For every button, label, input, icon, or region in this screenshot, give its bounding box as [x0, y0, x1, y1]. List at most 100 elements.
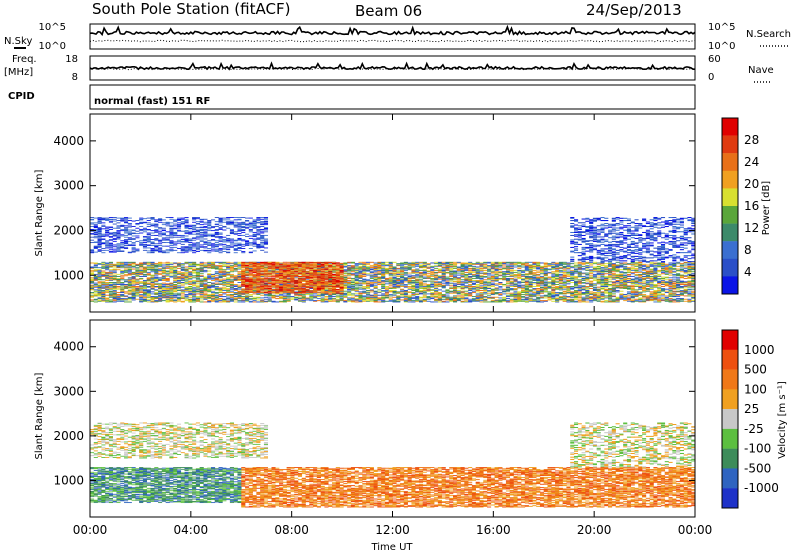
power-cell: [131, 296, 136, 298]
power-cell: [169, 276, 174, 278]
power-cell: [570, 271, 575, 273]
power-cell: [161, 296, 166, 298]
power-cell: [396, 295, 401, 297]
power-cell: [528, 277, 533, 279]
power-cell: [139, 287, 144, 289]
power-cell: [505, 273, 511, 275]
power-cell: [146, 265, 151, 267]
power-cell: [490, 271, 495, 273]
power-cell: [226, 267, 231, 269]
power-cell: [381, 269, 386, 271]
power-cell: [479, 298, 484, 300]
power-cell: [456, 278, 461, 280]
power-cell: [505, 277, 511, 279]
power-cell: [135, 272, 140, 274]
power-cell: [536, 264, 541, 266]
power-cell: [105, 297, 110, 299]
power-cell: [124, 263, 129, 265]
power-cell: [513, 279, 518, 281]
cpid-label: CPID: [8, 91, 35, 102]
power-cell: [354, 280, 359, 282]
power-cell: [381, 300, 386, 302]
power-cell: [479, 292, 484, 294]
power-cell: [97, 277, 102, 279]
power-cell: [150, 298, 155, 300]
power-cell: [377, 299, 382, 301]
power-cell: [263, 298, 269, 300]
power-cell: [237, 273, 242, 275]
power-cell: [226, 292, 231, 294]
power-cell: [229, 290, 234, 292]
power-cell: [305, 290, 310, 292]
power-cell: [154, 277, 159, 279]
power-cell: [592, 275, 597, 277]
power-cell: [362, 281, 367, 283]
power-cell: [453, 289, 458, 291]
power-cell: [392, 272, 397, 274]
power-cell: [543, 267, 548, 269]
power-cell: [539, 280, 545, 282]
power-cell: [494, 275, 499, 277]
power-cell: [483, 292, 488, 294]
power-cell: [241, 296, 246, 298]
power-cell: [592, 300, 597, 302]
power-cell: [483, 293, 488, 295]
power-cell: [456, 269, 461, 271]
power-cell: [214, 298, 219, 300]
power-cell: [328, 280, 333, 282]
power-cell: [536, 267, 541, 269]
power-cell: [165, 286, 170, 288]
power-cell: [411, 296, 416, 298]
power-cell: [142, 283, 148, 285]
power-cell: [524, 270, 529, 272]
power-cell: [139, 277, 144, 279]
power-cell: [135, 270, 140, 272]
power-cell: [407, 291, 412, 293]
power-cell: [528, 300, 533, 302]
power-cell: [502, 293, 507, 295]
power-cell: [214, 267, 219, 269]
power-cell: [161, 290, 166, 292]
power-cell: [154, 273, 159, 275]
power-cell: [214, 284, 219, 285]
power-cell: [585, 286, 590, 287]
power-cell: [558, 279, 563, 281]
power-cell: [543, 268, 548, 270]
power-cell: [536, 286, 541, 287]
power-cell: [494, 283, 499, 285]
power-cell: [388, 280, 393, 282]
power-cell: [135, 287, 140, 289]
power-cell: [460, 292, 465, 294]
power-cell: [358, 272, 363, 274]
power-cell: [517, 274, 522, 276]
power-cell: [487, 283, 492, 285]
power-cell: [585, 265, 590, 267]
power-cell: [290, 261, 295, 263]
power-cell: [498, 286, 503, 287]
power-cell: [498, 297, 503, 299]
power-cell: [377, 297, 382, 299]
power-cell: [536, 280, 541, 282]
power-cell: [483, 263, 488, 265]
power-cell: [233, 278, 238, 280]
power-cell: [418, 279, 424, 281]
power-cell: [600, 297, 605, 299]
power-cell: [513, 261, 518, 263]
power-cell: [456, 274, 461, 276]
power-cell: [570, 299, 575, 301]
power-cell: [237, 294, 242, 296]
power-cell: [233, 288, 238, 289]
power-cell: [441, 271, 446, 273]
power-cell: [434, 288, 439, 289]
power-cell: [305, 280, 310, 282]
power-cell: [483, 276, 488, 278]
power-cell: [430, 289, 435, 291]
power-cell: [105, 287, 110, 289]
power-cell: [218, 298, 223, 300]
power-cell: [592, 269, 597, 271]
power-cell: [124, 295, 129, 297]
power-cell: [192, 300, 197, 302]
power-cell: [154, 269, 159, 271]
power-cell: [184, 297, 189, 299]
power-cell: [479, 270, 484, 272]
